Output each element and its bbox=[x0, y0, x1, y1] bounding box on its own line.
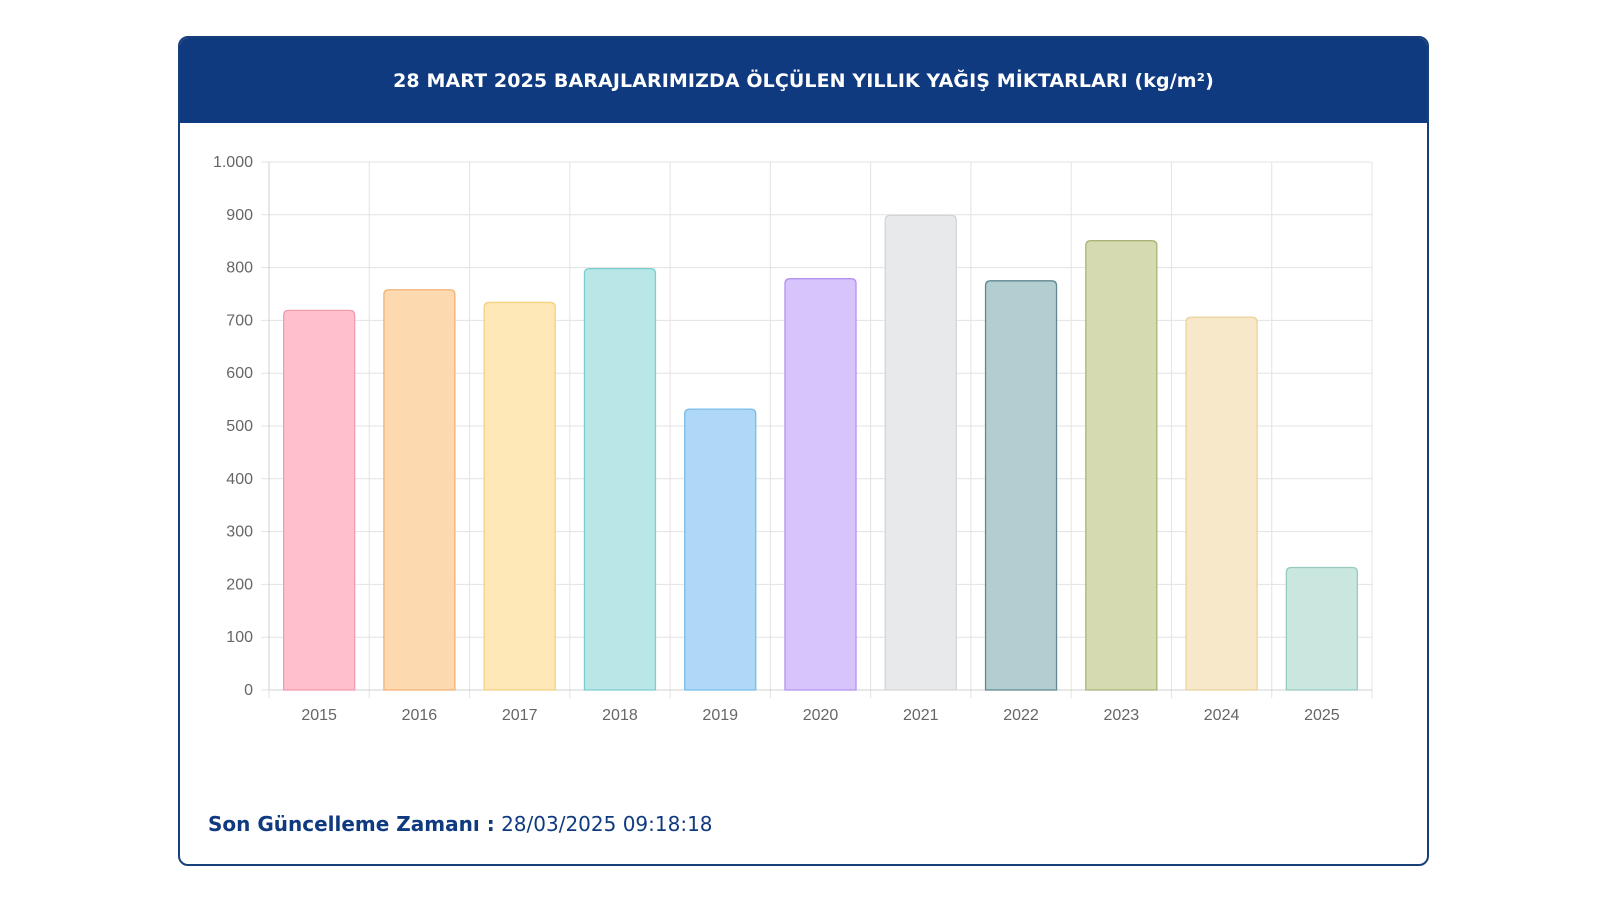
x-tick-label-2025: 2025 bbox=[1304, 707, 1340, 724]
x-tick-label-2018: 2018 bbox=[602, 707, 638, 724]
bar-chart: 0 100 200 300 400 500 600 700 800 900 1.000 2015 201… bbox=[213, 154, 1373, 724]
bar-2015 bbox=[282, 309, 356, 691]
bar-2023 bbox=[1085, 240, 1158, 691]
bar-2024 bbox=[1185, 316, 1258, 691]
last-update: Son Güncelleme Zamanı : 28/03/2025 09:18… bbox=[208, 812, 713, 836]
x-tick-label-2017: 2017 bbox=[502, 707, 538, 724]
bar-2019 bbox=[684, 408, 757, 691]
x-tick-label-2023: 2023 bbox=[1104, 707, 1140, 724]
bar-2017 bbox=[483, 301, 556, 691]
bar-2022 bbox=[984, 280, 1058, 691]
x-tick-label-2024: 2024 bbox=[1204, 707, 1240, 724]
x-tick-label-2015: 2015 bbox=[301, 707, 337, 724]
bar-2021 bbox=[884, 214, 957, 691]
x-tick-label-2022: 2022 bbox=[1003, 707, 1039, 724]
last-update-label: Son Güncelleme Zamanı : bbox=[208, 812, 495, 836]
y-tick-label: 500 bbox=[226, 418, 253, 435]
y-tick-label: 100 bbox=[226, 629, 253, 646]
x-tick-label-2019: 2019 bbox=[702, 707, 738, 724]
y-tick-label: 900 bbox=[226, 207, 253, 224]
x-tick-label-2021: 2021 bbox=[903, 707, 939, 724]
y-tick-label: 200 bbox=[226, 576, 253, 593]
chart-title: 28 MART 2025 BARAJLARIMIZDA ÖLÇÜLEN YILL… bbox=[393, 69, 1214, 92]
y-tick-label: 300 bbox=[226, 524, 253, 541]
x-tick-label-2016: 2016 bbox=[402, 707, 438, 724]
chart-card: 28 MART 2025 BARAJLARIMIZDA ÖLÇÜLEN YILL… bbox=[178, 36, 1429, 866]
y-tick-label: 600 bbox=[226, 365, 253, 382]
y-tick-label: 700 bbox=[226, 312, 253, 329]
y-tick-label: 1.000 bbox=[213, 154, 253, 171]
last-update-value: 28/03/2025 09:18:18 bbox=[501, 812, 713, 836]
x-tick-label-2020: 2020 bbox=[803, 707, 839, 724]
y-tick-label: 0 bbox=[244, 682, 253, 699]
bar-2020 bbox=[784, 278, 857, 691]
y-tick-label: 400 bbox=[226, 471, 253, 488]
y-tick-label: 800 bbox=[226, 260, 253, 277]
bar-2025 bbox=[1285, 566, 1359, 691]
bar-2016 bbox=[383, 289, 456, 691]
bar-2018 bbox=[583, 268, 657, 691]
card-header: 28 MART 2025 BARAJLARIMIZDA ÖLÇÜLEN YILL… bbox=[180, 38, 1427, 123]
